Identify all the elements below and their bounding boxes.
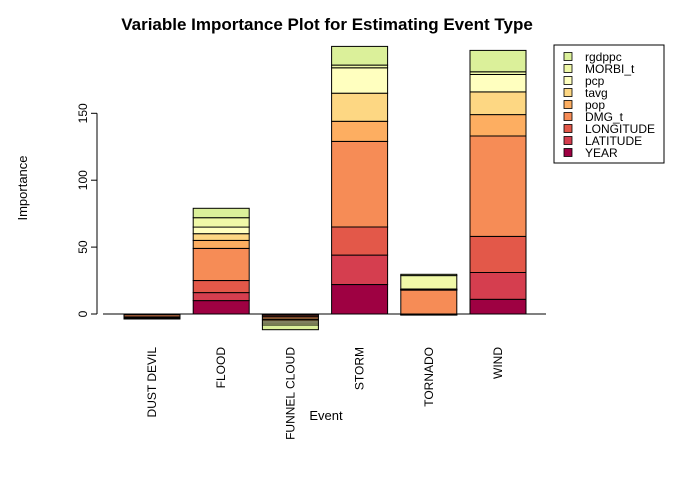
bar-segment-storm-year bbox=[331, 284, 389, 315]
bar-segment-flood-pcp bbox=[192, 226, 250, 235]
y-tick-label: 100 bbox=[76, 170, 90, 190]
bar-segment-storm-rgdppc bbox=[331, 45, 389, 66]
legend-swatch-latitude bbox=[563, 136, 573, 145]
legend-swatch-morbi-t bbox=[563, 64, 573, 73]
legend-label-tavg: tavg bbox=[585, 86, 608, 100]
bar-segment-wind-pop bbox=[469, 114, 527, 137]
x-tick-label: FLOOD bbox=[214, 347, 228, 389]
bar-segment-storm-latitude bbox=[331, 254, 389, 286]
bar-segment-wind-tavg bbox=[469, 91, 527, 116]
bar-segment-storm-pcp bbox=[331, 67, 389, 94]
y-tick-label: 150 bbox=[76, 103, 90, 123]
x-tick-label: STORM bbox=[353, 347, 367, 390]
bar-segment-storm-dmg-t bbox=[331, 140, 389, 228]
bar-segment-tornado-longitude bbox=[400, 314, 458, 316]
x-tick-label: WIND bbox=[491, 347, 505, 379]
bar-segment-wind-rgdppc bbox=[469, 49, 527, 73]
bar-segment-funnel-cloud-rgdppc bbox=[261, 324, 319, 331]
x-tick-label: DUST DEVIL bbox=[145, 347, 159, 418]
bar-segment-flood-morbi-t bbox=[192, 217, 250, 228]
bar-segment-dust-devil-rgdppc bbox=[123, 317, 181, 320]
legend-swatch-year bbox=[563, 148, 573, 157]
y-axis: 0 50 100 150 bbox=[76, 103, 98, 317]
legend-swatch-tavg bbox=[563, 88, 573, 97]
bar-segment-wind-latitude bbox=[469, 272, 527, 300]
bar-segment-storm-tavg bbox=[331, 92, 389, 122]
x-axis: DUST DEVIL FLOOD FUNNEL CLOUD STORM TORNADO W… bbox=[145, 347, 505, 440]
bar-segment-flood-longitude bbox=[192, 280, 250, 294]
bar-segment-tornado-dmg-t bbox=[400, 289, 458, 315]
bar-segment-flood-year bbox=[192, 300, 250, 315]
bar-segment-flood-tavg bbox=[192, 233, 250, 241]
bar-segment-tornado-morbi-t bbox=[400, 275, 458, 290]
legend: rgdppcMORBI_tpcptavgpopDMG_tLONGITUDELAT… bbox=[553, 44, 665, 164]
bar-segment-flood-dmg-t bbox=[192, 247, 250, 281]
bar-segment-storm-longitude bbox=[331, 226, 389, 256]
legend-swatch-dmg-t bbox=[563, 112, 573, 121]
legend-label-latitude: LATITUDE bbox=[585, 134, 642, 148]
bar-segment-storm-pop bbox=[331, 120, 389, 142]
bar-segment-flood-latitude bbox=[192, 292, 250, 302]
bar-segment-flood-rgdppc bbox=[192, 207, 250, 219]
y-tick-label: 50 bbox=[76, 240, 90, 254]
legend-label-longitude: LONGITUDE bbox=[585, 122, 655, 136]
bar-segment-wind-longitude bbox=[469, 235, 527, 273]
bar-segment-wind-dmg-t bbox=[469, 135, 527, 237]
legend-label-year: YEAR bbox=[585, 146, 618, 160]
x-tick-label: FUNNEL CLOUD bbox=[283, 347, 297, 440]
legend-label-pcp: pcp bbox=[585, 74, 605, 88]
legend-swatch-pcp bbox=[563, 76, 573, 85]
legend-label-rgdppc: rgdppc bbox=[585, 50, 622, 64]
bar-segment-wind-year bbox=[469, 298, 527, 315]
legend-label-pop: pop bbox=[585, 98, 605, 112]
bars-group bbox=[123, 45, 527, 331]
x-axis-label: Event bbox=[309, 408, 343, 423]
y-axis-label: Importance bbox=[15, 155, 30, 220]
y-tick-label: 0 bbox=[76, 310, 90, 317]
x-tick-label: TORNADO bbox=[422, 347, 436, 407]
bar-segment-flood-pop bbox=[192, 239, 250, 249]
legend-label-dmg-t: DMG_t bbox=[585, 110, 624, 124]
bar-segment-wind-pcp bbox=[469, 74, 527, 93]
legend-label-morbi-t: MORBI_t bbox=[585, 62, 635, 76]
bar-segment-tornado-rgdppc bbox=[400, 273, 458, 277]
legend-swatch-pop bbox=[563, 100, 573, 109]
chart-title: Variable Importance Plot for Estimating … bbox=[121, 15, 533, 34]
legend-swatch-rgdppc bbox=[563, 52, 573, 61]
legend-swatch-longitude bbox=[563, 124, 573, 133]
